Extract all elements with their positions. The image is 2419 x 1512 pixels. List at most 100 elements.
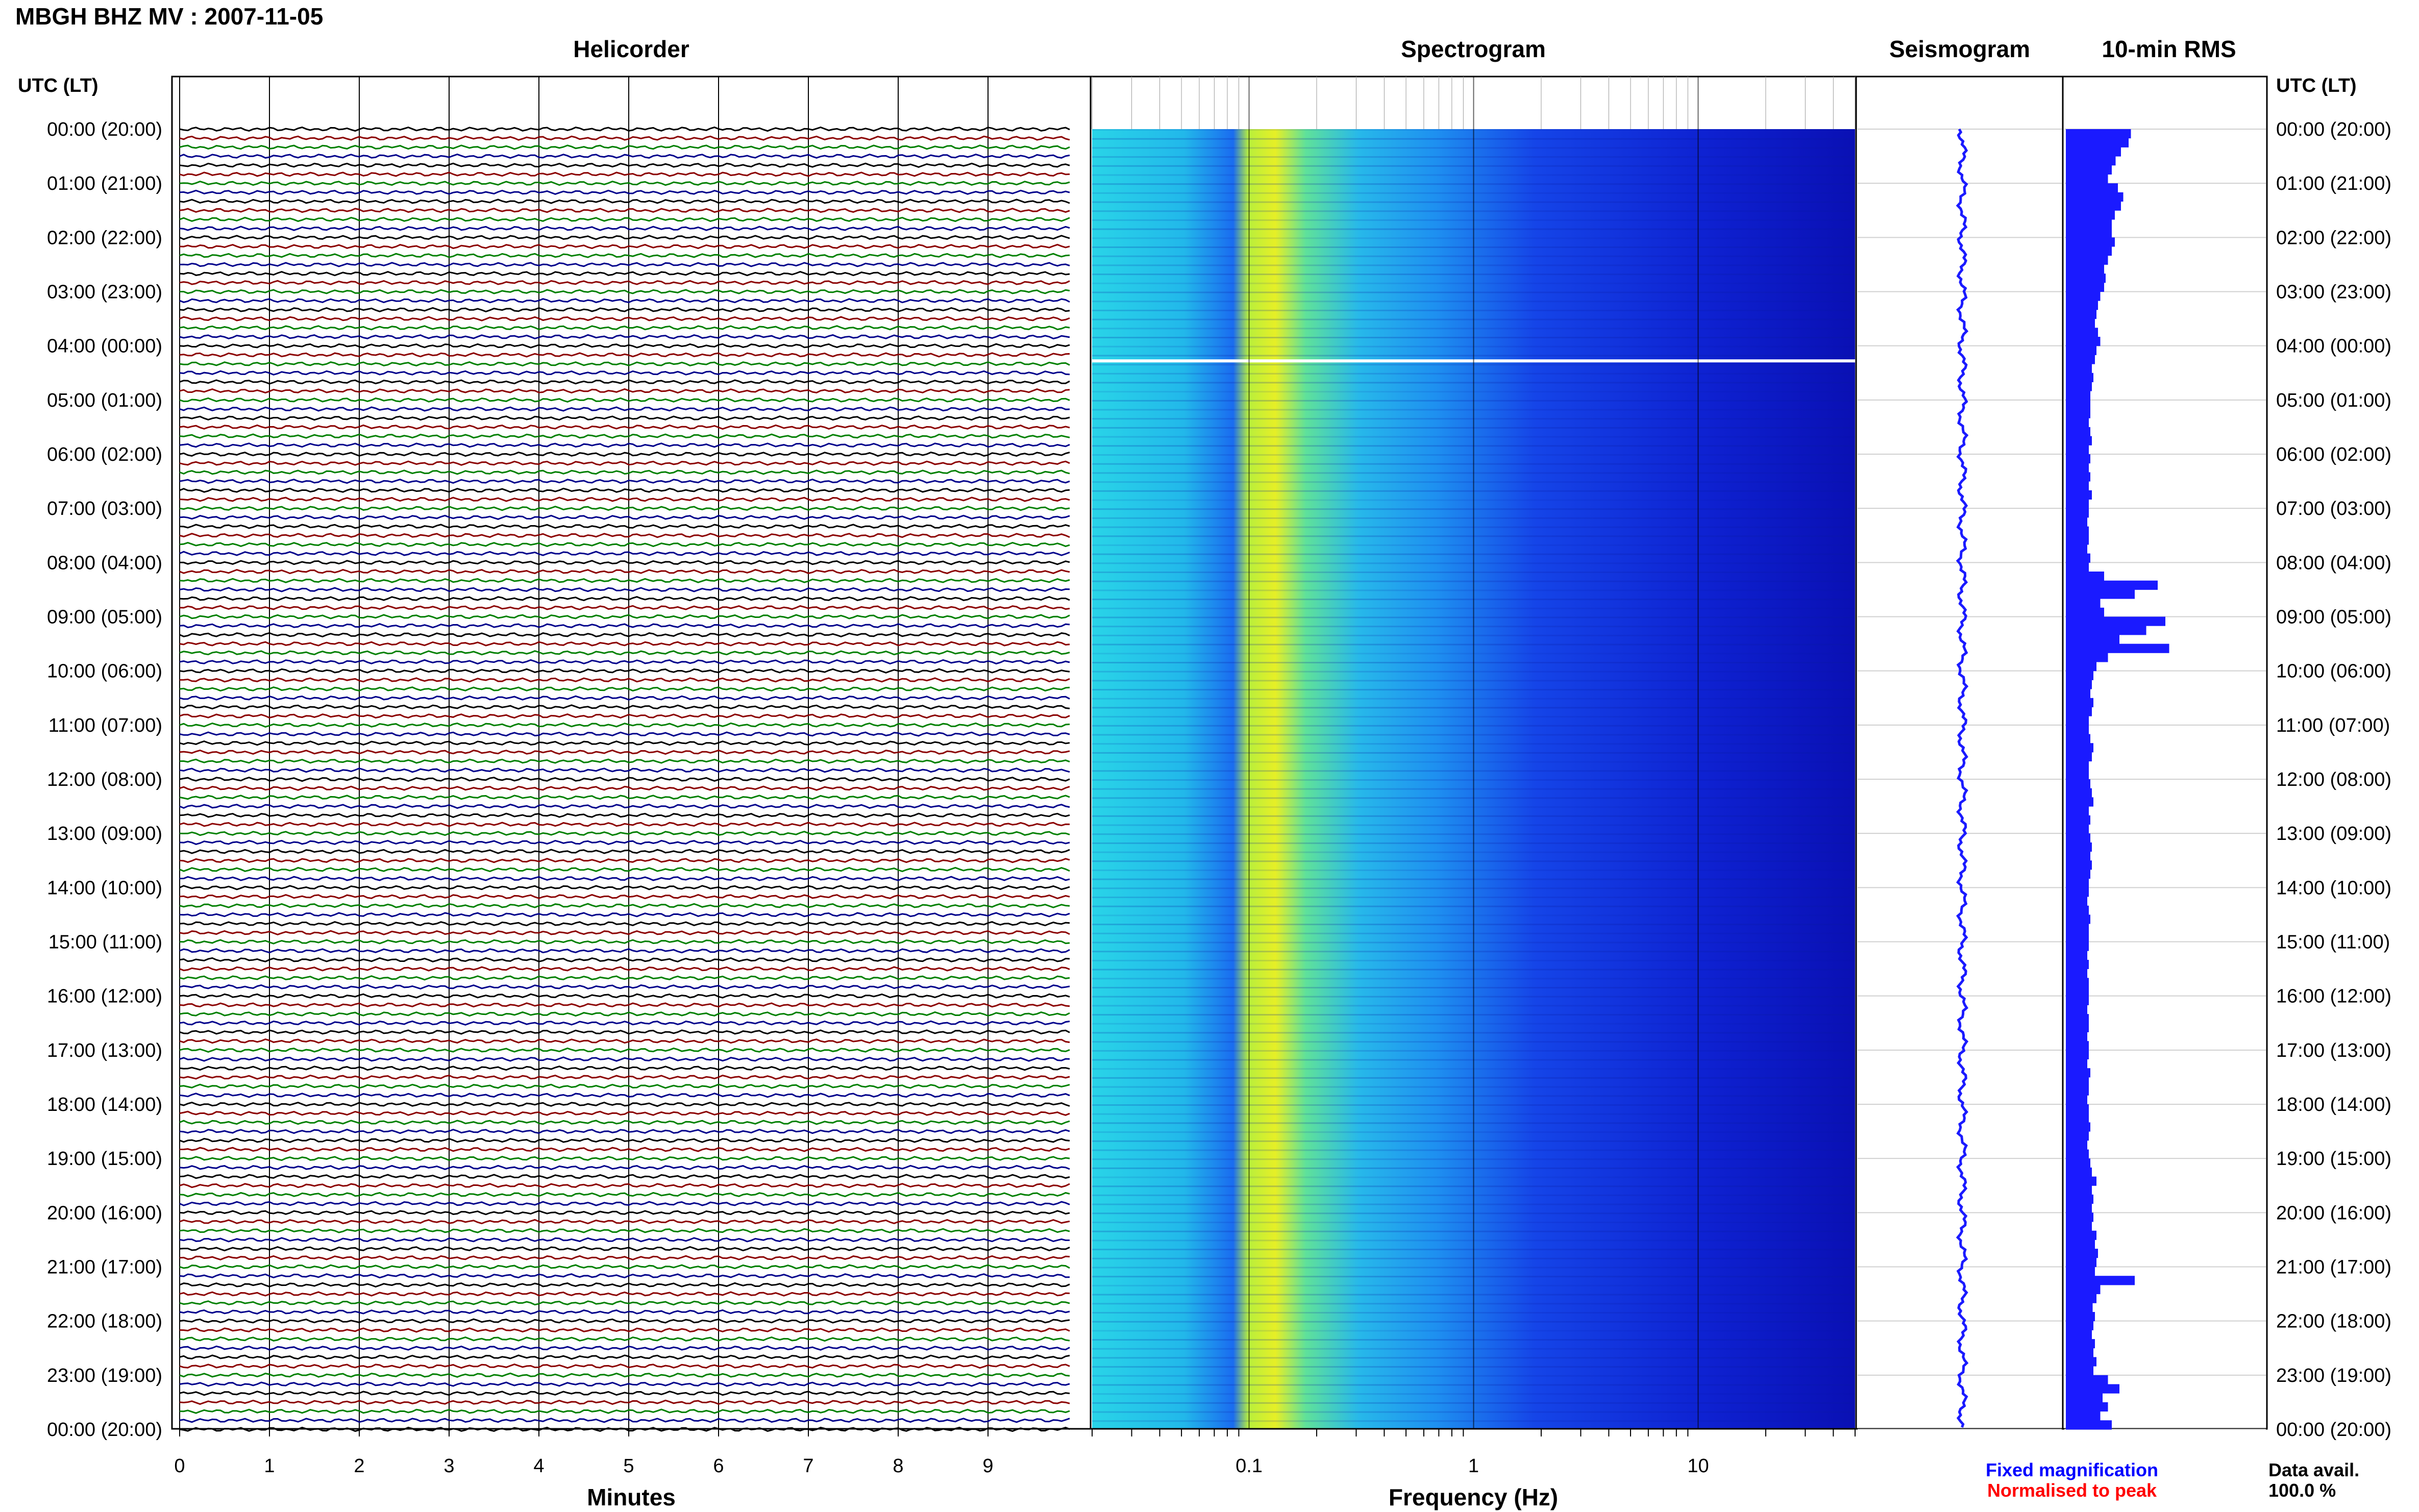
helicorder-trace bbox=[179, 334, 1070, 340]
helicorder-trace bbox=[179, 135, 1070, 141]
helicorder-trace bbox=[179, 1110, 1070, 1116]
helicorder-trace bbox=[179, 1011, 1070, 1017]
helicorder-trace bbox=[179, 1156, 1070, 1161]
rms-bar bbox=[2066, 382, 2092, 391]
rms-bar bbox=[2066, 400, 2090, 409]
helicorder-trace bbox=[179, 993, 1070, 999]
helicorder-trace bbox=[179, 731, 1070, 737]
rms-bar bbox=[2066, 634, 2119, 645]
helicorder-trace bbox=[179, 379, 1070, 385]
time-label-right: 16:00 (12:00) bbox=[2276, 986, 2391, 1007]
rms-bar bbox=[2066, 1122, 2090, 1132]
time-label-left: 17:00 (13:00) bbox=[47, 1040, 162, 1061]
helicorder-trace bbox=[179, 831, 1070, 836]
helicorder-trace bbox=[179, 668, 1070, 674]
right-time-labels: 00:00 (20:00) 01:00 (21:00) 02:00 (22:00) 0… bbox=[2276, 119, 2391, 1441]
rms-bar bbox=[2066, 409, 2090, 418]
spectrogram-x-tick-label: 0.1 bbox=[1236, 1455, 1263, 1477]
helicorder-trace bbox=[179, 1192, 1070, 1198]
rms-bar bbox=[2066, 716, 2089, 726]
time-label-left: 08:00 (04:00) bbox=[47, 552, 162, 574]
spectrogram-x-ticks: 0.1 1 10 bbox=[1092, 77, 1856, 1477]
rms-bar bbox=[2066, 869, 2090, 879]
helicorder-trace bbox=[179, 144, 1070, 150]
helicorder-trace bbox=[179, 514, 1070, 520]
time-label-left: 11:00 (07:00) bbox=[48, 715, 162, 736]
time-label-left: 05:00 (01:00) bbox=[47, 390, 162, 411]
helicorder-trace bbox=[179, 1120, 1070, 1125]
seismogram-title: Seismogram bbox=[1889, 36, 2030, 62]
helicorder-trace bbox=[179, 1183, 1070, 1188]
helicorder-trace bbox=[179, 1309, 1070, 1315]
helicorder-title: Helicorder bbox=[573, 36, 689, 62]
rms-bar bbox=[2066, 373, 2093, 382]
time-label-left: 04:00 (00:00) bbox=[47, 336, 162, 357]
time-label-left: 18:00 (14:00) bbox=[47, 1094, 162, 1116]
helicorder-trace bbox=[179, 1381, 1070, 1387]
helicorder-trace bbox=[179, 984, 1070, 990]
legend-fixed-magnification: Fixed magnification bbox=[1986, 1459, 2158, 1480]
helicorder-trace bbox=[179, 921, 1070, 927]
rms-bar bbox=[2066, 1366, 2093, 1376]
helicorder-x-tick-label: 5 bbox=[623, 1455, 634, 1477]
rms-bar bbox=[2066, 517, 2087, 527]
time-label-right: 22:00 (18:00) bbox=[2276, 1311, 2391, 1332]
helicorder-trace bbox=[179, 361, 1070, 367]
rms-bar bbox=[2066, 788, 2092, 798]
helicorder-trace bbox=[179, 551, 1070, 556]
rms-bar bbox=[2066, 562, 2089, 572]
helicorder-trace bbox=[179, 1029, 1070, 1035]
rms-bar bbox=[2066, 1104, 2089, 1114]
helicorder-trace bbox=[179, 1002, 1070, 1008]
helicorder-trace bbox=[179, 596, 1070, 602]
rms-bar bbox=[2066, 345, 2096, 355]
helicorder-trace bbox=[179, 858, 1070, 863]
rms-bar bbox=[2066, 1158, 2090, 1168]
rms-bar bbox=[2066, 499, 2089, 509]
rms-bar bbox=[2066, 1339, 2095, 1349]
time-label-right: 03:00 (23:00) bbox=[2276, 282, 2391, 303]
rms-bar bbox=[2066, 779, 2090, 789]
helicorder-trace bbox=[179, 957, 1070, 962]
rms-bar bbox=[2066, 463, 2089, 473]
rms-bar bbox=[2066, 887, 2089, 897]
rms-bar bbox=[2066, 1077, 2089, 1087]
helicorder-trace bbox=[179, 795, 1070, 800]
rms-bar bbox=[2066, 1257, 2096, 1267]
time-label-right: 00:00 (20:00) bbox=[2276, 1419, 2391, 1441]
rms-bar bbox=[2066, 1375, 2108, 1384]
helicorder-trace bbox=[179, 632, 1070, 638]
helicorder-trace bbox=[179, 1345, 1070, 1351]
helicorder-trace bbox=[179, 235, 1070, 240]
rms-bar bbox=[2066, 1230, 2096, 1240]
helicorder-x-tick-label: 2 bbox=[354, 1455, 364, 1477]
helicorder-trace bbox=[179, 1327, 1070, 1333]
helicorder-trace bbox=[179, 298, 1070, 304]
rms-bar bbox=[2066, 860, 2092, 870]
spectrogram-panel: 0.1 1 10 bbox=[1090, 76, 1857, 1477]
helicorder-trace bbox=[179, 171, 1070, 177]
helicorder-trace bbox=[179, 1354, 1070, 1360]
helicorder-trace bbox=[179, 1255, 1070, 1260]
time-label-left: 16:00 (12:00) bbox=[47, 986, 162, 1007]
rms-bar bbox=[2066, 301, 2098, 310]
rms-bar bbox=[2066, 1240, 2095, 1249]
helicorder-trace bbox=[179, 1128, 1070, 1134]
rms-bar bbox=[2066, 978, 2089, 987]
rms-bars bbox=[2066, 129, 2169, 1430]
rms-bar bbox=[2066, 987, 2089, 997]
rms-bar bbox=[2066, 616, 2165, 626]
helicorder-trace bbox=[179, 406, 1070, 412]
time-label-left: 21:00 (17:00) bbox=[47, 1257, 162, 1278]
rms-bar bbox=[2066, 1284, 2101, 1295]
rms-bar bbox=[2066, 1348, 2093, 1357]
helicorder-trace bbox=[179, 605, 1070, 610]
helicorder-x-label: Minutes bbox=[587, 1484, 676, 1510]
time-label-left: 20:00 (16:00) bbox=[47, 1202, 162, 1224]
rms-bar bbox=[2066, 1249, 2098, 1258]
helicorder-x-tick-label: 0 bbox=[174, 1455, 185, 1477]
helicorder-trace bbox=[179, 822, 1070, 827]
rms-bar bbox=[2066, 1393, 2103, 1403]
helicorder-trace bbox=[179, 1065, 1070, 1071]
